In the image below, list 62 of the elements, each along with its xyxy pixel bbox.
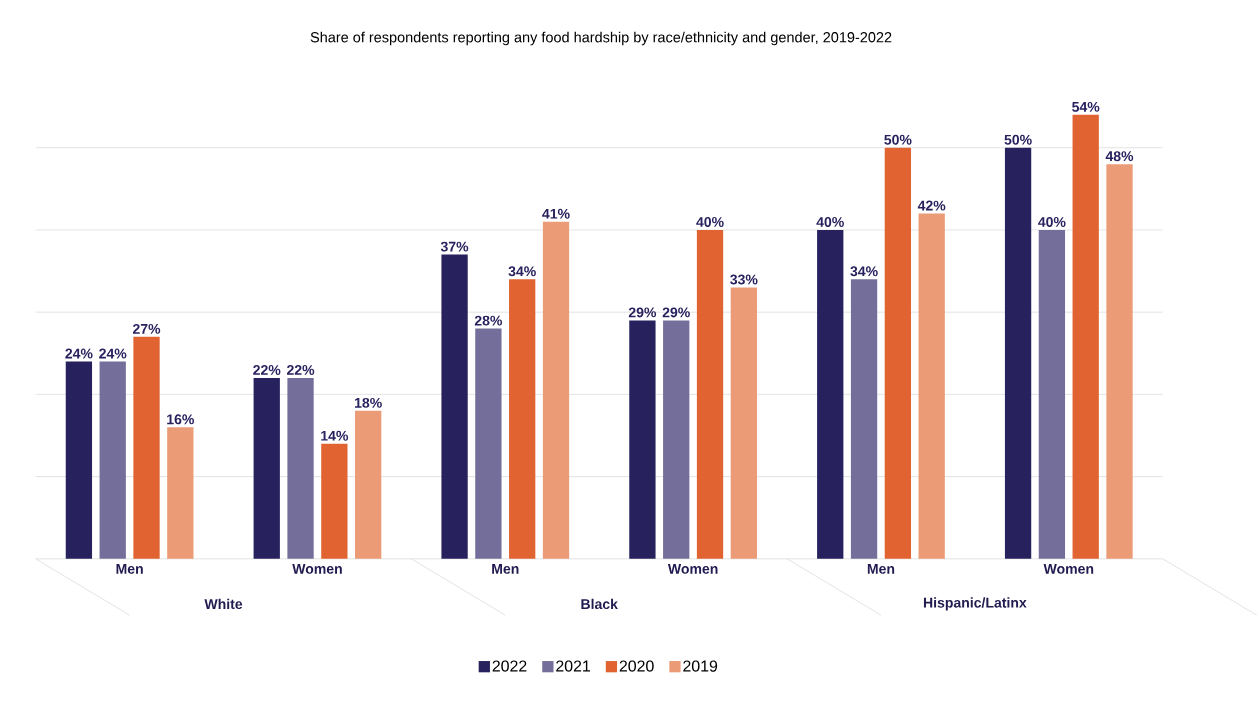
data-label: 29% [628,307,657,318]
bar [287,378,314,560]
legend-label: 2020 [619,660,654,672]
data-label: 24% [65,348,93,359]
data-label: 27% [132,324,161,335]
bar [629,320,656,560]
data-label: 22% [286,365,315,376]
bar [133,337,160,560]
bar [1106,164,1133,560]
bar [918,213,945,560]
x-tick-label: Women [292,564,342,575]
x-tick-label: Women [667,564,718,575]
bar [1038,230,1066,560]
text: Black [581,598,618,610]
bar [355,411,382,560]
legend-label: 2022 [492,660,527,672]
text: Hispanic/Latinx [923,597,1027,611]
text: White [204,598,243,610]
chart-title: Share of respondents reporting any food hardship by race/ethnicity and gender, 2019-2022 [310,31,892,46]
bar [696,230,724,560]
data-label: 40% [1038,217,1066,228]
bar [817,230,844,560]
bar [1072,115,1099,560]
bar [475,328,502,560]
bar [509,279,536,560]
bar [850,279,878,560]
x-tick-label: Women [1043,564,1094,575]
bar [1004,147,1032,560]
data-label: 16% [167,414,194,425]
data-label: 41% [542,209,570,219]
data-label: 18% [355,398,382,409]
bar [321,443,348,560]
bar [663,320,690,560]
x-tick-label: Men [492,564,519,575]
legend-label: 2019 [683,660,718,672]
x-tick-label: Men [116,564,143,575]
legend-label: 2021 [556,660,590,672]
data-label: 34% [508,266,536,277]
data-label: 40% [816,217,844,228]
data-label: 37% [440,241,469,252]
data-label: 54% [1072,102,1100,113]
data-label: 28% [474,315,503,326]
data-label: 34% [850,266,878,277]
bar [167,427,194,560]
data-label: 50% [1004,135,1032,145]
bar [730,287,757,560]
data-label: 40% [696,217,724,228]
data-label: 29% [662,307,690,318]
bar [99,361,126,560]
bar [65,361,93,560]
data-label: 42% [917,200,946,211]
data-label: 22% [253,365,281,376]
data-label: 48% [1105,151,1134,162]
data-label: 14% [321,431,349,441]
bar [253,378,280,560]
bar [542,221,570,560]
bar [884,147,912,560]
data-label: 50% [884,135,912,145]
data-label: 24% [99,348,127,359]
x-tick-label: Men [867,564,895,575]
data-label: 33% [730,274,758,285]
bar [441,254,468,560]
